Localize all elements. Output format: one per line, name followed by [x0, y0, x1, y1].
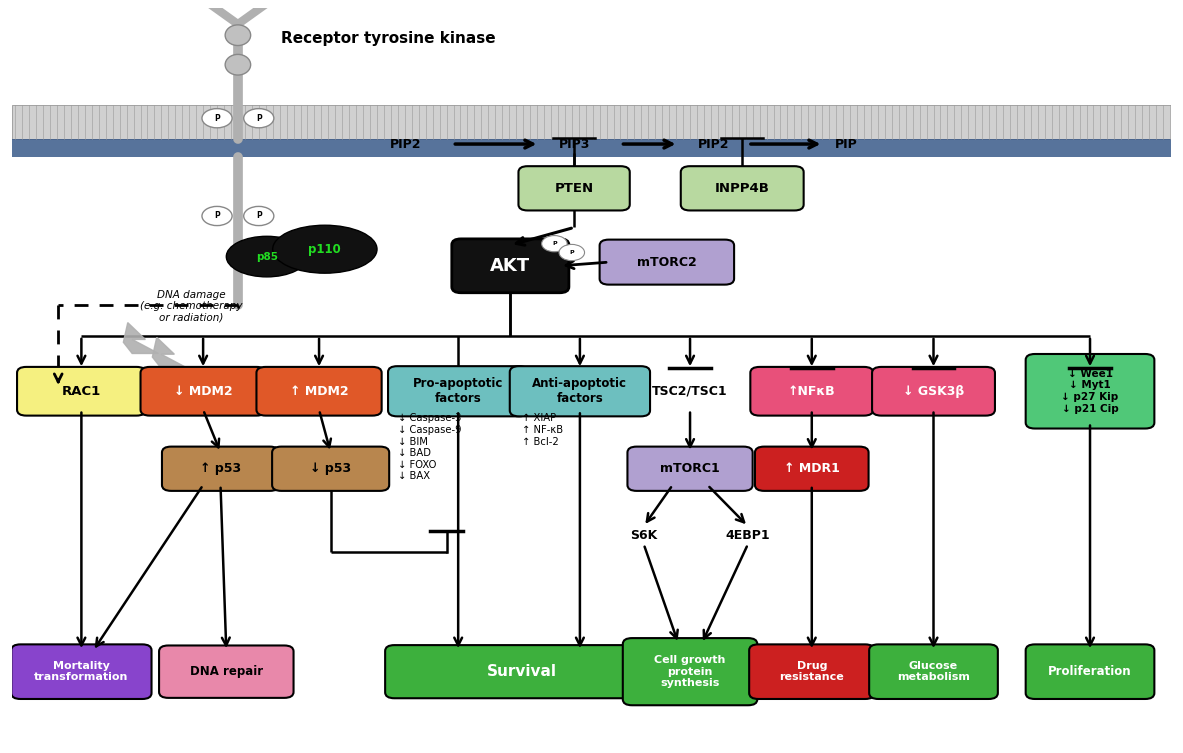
Text: PIP2: PIP2 — [698, 138, 729, 151]
Text: Proliferation: Proliferation — [1048, 665, 1132, 678]
FancyBboxPatch shape — [257, 367, 382, 416]
Text: Survival: Survival — [487, 664, 557, 679]
Text: mTORC2: mTORC2 — [636, 255, 697, 269]
FancyBboxPatch shape — [388, 366, 529, 416]
Ellipse shape — [272, 225, 377, 273]
FancyBboxPatch shape — [872, 367, 995, 416]
FancyBboxPatch shape — [12, 645, 151, 699]
FancyBboxPatch shape — [622, 638, 757, 706]
Text: p85: p85 — [256, 252, 278, 261]
Polygon shape — [153, 337, 188, 368]
Text: Drug
resistance: Drug resistance — [780, 661, 845, 682]
Circle shape — [202, 108, 232, 128]
Text: ↑NFκB: ↑NFκB — [788, 385, 835, 398]
Bar — [12, 139, 1171, 157]
FancyBboxPatch shape — [518, 166, 629, 210]
Text: P: P — [256, 212, 261, 221]
FancyBboxPatch shape — [162, 447, 279, 491]
Text: DNA repair: DNA repair — [189, 665, 263, 678]
Circle shape — [542, 236, 567, 252]
Ellipse shape — [225, 25, 251, 45]
FancyBboxPatch shape — [159, 645, 293, 698]
Text: ↑ XIAP
↑ NF-κB
↑ Bcl-2: ↑ XIAP ↑ NF-κB ↑ Bcl-2 — [522, 413, 563, 447]
Text: PIP3: PIP3 — [558, 138, 590, 151]
Text: S6K: S6K — [631, 529, 658, 541]
Text: p110: p110 — [309, 242, 341, 256]
Text: mTORC1: mTORC1 — [660, 462, 720, 475]
Text: RAC1: RAC1 — [62, 385, 101, 398]
Text: 4EBP1: 4EBP1 — [725, 529, 770, 541]
FancyBboxPatch shape — [680, 166, 803, 210]
Text: P: P — [214, 114, 220, 123]
Circle shape — [560, 245, 584, 261]
Text: AKT: AKT — [490, 257, 530, 275]
Bar — [12, 105, 1171, 139]
Text: PTEN: PTEN — [555, 181, 594, 195]
FancyBboxPatch shape — [272, 447, 389, 491]
Polygon shape — [123, 322, 159, 353]
Text: Receptor tyrosine kinase: Receptor tyrosine kinase — [282, 32, 496, 47]
Text: TSC2/TSC1: TSC2/TSC1 — [652, 385, 728, 398]
Text: Pro-apoptotic
factors: Pro-apoptotic factors — [413, 377, 503, 405]
Circle shape — [202, 206, 232, 226]
Ellipse shape — [225, 54, 251, 75]
Text: ↓ MDM2: ↓ MDM2 — [174, 385, 232, 398]
Text: Glucose
metabolism: Glucose metabolism — [897, 661, 970, 682]
Text: PIP2: PIP2 — [390, 138, 422, 151]
Text: Anti-apoptotic
factors: Anti-apoptotic factors — [532, 377, 627, 405]
Text: DNA damage
(e.g. chemotherapy
or radiation): DNA damage (e.g. chemotherapy or radiati… — [141, 290, 243, 323]
FancyBboxPatch shape — [17, 367, 146, 416]
Text: P: P — [569, 250, 574, 255]
Text: ↓ Wee1
↓ Myt1
↓ p27 Kip
↓ p21 Cip: ↓ Wee1 ↓ Myt1 ↓ p27 Kip ↓ p21 Cip — [1061, 369, 1119, 413]
FancyBboxPatch shape — [750, 367, 873, 416]
Text: ↑ p53: ↑ p53 — [200, 462, 241, 475]
Text: ↓ GSK3β: ↓ GSK3β — [903, 385, 964, 398]
Text: Mortality
transformation: Mortality transformation — [34, 661, 129, 682]
Text: P: P — [214, 212, 220, 221]
Text: ↑ MDR1: ↑ MDR1 — [784, 462, 840, 475]
FancyBboxPatch shape — [1026, 354, 1155, 428]
FancyBboxPatch shape — [749, 645, 874, 699]
FancyBboxPatch shape — [870, 645, 997, 699]
FancyBboxPatch shape — [386, 645, 659, 698]
FancyBboxPatch shape — [627, 447, 752, 491]
Text: ↑ MDM2: ↑ MDM2 — [290, 385, 348, 398]
FancyBboxPatch shape — [452, 239, 569, 293]
Text: INPP4B: INPP4B — [715, 181, 770, 195]
FancyBboxPatch shape — [141, 367, 266, 416]
Text: Cell growth
protein
synthesis: Cell growth protein synthesis — [654, 655, 725, 688]
Circle shape — [244, 108, 273, 128]
FancyBboxPatch shape — [510, 366, 649, 416]
Text: P: P — [552, 241, 557, 246]
Text: ↓ Caspase-3
↓ Caspase-9
↓ BIM
↓ BAD
↓ FOXO
↓ BAX: ↓ Caspase-3 ↓ Caspase-9 ↓ BIM ↓ BAD ↓ FO… — [397, 413, 461, 481]
FancyBboxPatch shape — [1026, 645, 1155, 699]
Text: PIP: PIP — [835, 138, 858, 151]
Text: P: P — [256, 114, 261, 123]
FancyBboxPatch shape — [755, 447, 868, 491]
Ellipse shape — [226, 236, 308, 277]
FancyBboxPatch shape — [600, 239, 735, 285]
Circle shape — [244, 206, 273, 226]
Text: ↓ p53: ↓ p53 — [310, 462, 351, 475]
